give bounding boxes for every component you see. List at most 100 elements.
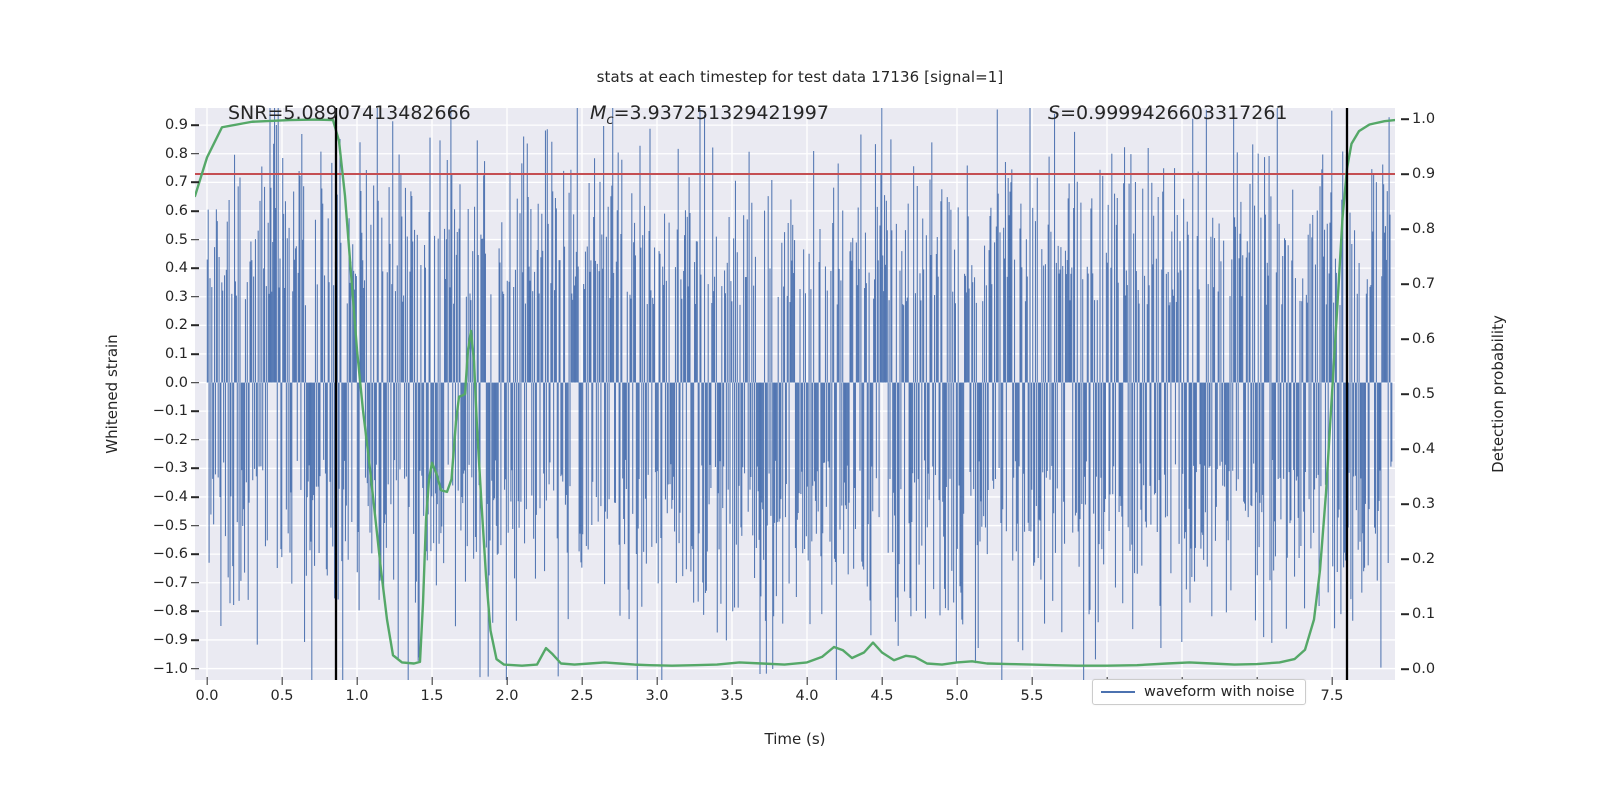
tick-mark — [1401, 173, 1409, 175]
y-tick-label-left: −0.8 — [153, 603, 199, 619]
annotation-s-value: =0.9999426603317261 — [1060, 102, 1288, 124]
tick-mark — [356, 677, 358, 685]
annotation-s-symbol: S — [1048, 102, 1061, 124]
x-tick-label: 2.0 — [495, 677, 519, 704]
tick-mark — [1401, 283, 1409, 285]
tick-mark — [581, 677, 583, 685]
tick-mark — [1401, 393, 1409, 395]
x-tick-label: 2.5 — [570, 677, 594, 704]
y-tick-label-left: 0.4 — [165, 260, 199, 276]
annotation-mc-value: =3.937251329421997 — [613, 102, 829, 124]
tick-mark — [1401, 668, 1409, 670]
y-tick-label-right: 0.5 — [1401, 386, 1435, 402]
y-tick-label-left: 0.7 — [165, 174, 199, 190]
tick-mark — [1401, 338, 1409, 340]
tick-mark — [191, 553, 199, 555]
tick-mark — [506, 677, 508, 685]
tick-mark — [191, 324, 199, 327]
x-axis-label: Time (s) — [764, 730, 826, 748]
x-tick-label: 3.0 — [645, 677, 669, 704]
tick-mark — [1401, 613, 1409, 615]
tick-mark — [881, 677, 883, 685]
plot-axes — [195, 108, 1395, 680]
annotation-mc-symbol: M — [590, 102, 607, 124]
y-tick-label-right: 0.8 — [1401, 221, 1435, 237]
y-tick-label-right: 0.0 — [1401, 661, 1435, 677]
tick-mark — [1401, 558, 1409, 560]
tick-mark — [1401, 503, 1409, 505]
tick-mark — [1401, 448, 1409, 450]
y-tick-label-left: 0.1 — [165, 346, 199, 362]
y-tick-label-left: 0.0 — [165, 375, 199, 391]
tick-mark — [1031, 677, 1033, 685]
tick-mark — [191, 124, 199, 126]
tick-mark — [206, 677, 208, 685]
y-tick-label-left: 0.8 — [165, 146, 199, 162]
tick-mark — [431, 677, 433, 685]
page-title: stats at each timestep for test data 171… — [596, 68, 1004, 86]
tick-mark — [191, 267, 199, 269]
y-tick-label-left: 0.3 — [165, 289, 199, 305]
annotation-mc-subscript: c — [606, 112, 614, 128]
tick-mark — [1401, 118, 1409, 120]
tick-mark — [191, 667, 199, 670]
series-detection-probability — [195, 118, 1395, 667]
x-tick-label: 4.5 — [870, 677, 894, 704]
tick-mark — [191, 410, 199, 412]
tick-mark — [191, 639, 199, 641]
x-tick-label: 1.5 — [420, 677, 444, 704]
tick-mark — [191, 496, 199, 498]
y-tick-label-right: 0.2 — [1401, 551, 1435, 567]
y-tick-label-left: −0.7 — [153, 575, 199, 591]
tick-mark — [191, 581, 199, 584]
y-tick-label-left: −0.3 — [153, 460, 199, 476]
y-tick-label-right: 0.4 — [1401, 441, 1435, 457]
x-tick-label: 1.0 — [345, 677, 369, 704]
legend-line-swatch — [1101, 691, 1135, 693]
y-tick-label-left: 0.5 — [165, 232, 199, 248]
y-tick-label-right: 0.3 — [1401, 496, 1435, 512]
y-tick-label-left: 0.6 — [165, 203, 199, 219]
y-tick-label-left: −0.4 — [153, 489, 199, 505]
annotation-snr: SNR=5.08907413482666 — [228, 102, 471, 124]
tick-mark — [191, 295, 199, 298]
tick-mark — [656, 677, 658, 685]
y-axis-right-label: Detection probability — [1489, 315, 1507, 473]
y-axis-left-label: Whitened strain — [103, 334, 121, 454]
x-tick-label: 0.0 — [195, 677, 219, 704]
annotation-chirp-mass: Mc=3.937251329421997 — [590, 102, 829, 128]
y-tick-label-left: −0.9 — [153, 632, 199, 648]
tick-mark — [191, 152, 199, 155]
legend[interactable]: waveform with noise — [1092, 679, 1306, 705]
tick-mark — [191, 610, 199, 613]
tick-mark — [806, 677, 808, 685]
y-tick-label-left: −0.2 — [153, 432, 199, 448]
tick-mark — [1401, 228, 1409, 230]
tick-mark — [191, 524, 199, 527]
tick-mark — [191, 181, 199, 184]
y-tick-label-left: −0.6 — [153, 546, 199, 562]
y-tick-label-right: 0.1 — [1401, 606, 1435, 622]
tick-mark — [956, 677, 958, 685]
x-tick-label: 0.5 — [270, 677, 294, 704]
tick-mark — [281, 677, 283, 685]
y-tick-label-left: 0.2 — [165, 317, 199, 333]
y-tick-label-right: 0.7 — [1401, 276, 1435, 292]
tick-mark — [191, 467, 199, 470]
x-tick-label: 5.0 — [945, 677, 969, 704]
x-tick-label: 7.5 — [1320, 677, 1344, 704]
annotation-snr-text: SNR=5.08907413482666 — [228, 102, 471, 124]
y-tick-label-right: 0.9 — [1401, 166, 1435, 182]
tick-mark — [191, 381, 199, 384]
y-tick-label-right: 0.6 — [1401, 331, 1435, 347]
annotation-significance: S=0.9999426603317261 — [1048, 102, 1288, 124]
legend-label-waveform: waveform with noise — [1144, 684, 1295, 700]
tick-mark — [731, 677, 733, 685]
y-tick-label-left: 0.9 — [165, 117, 199, 133]
tick-mark — [191, 353, 199, 355]
x-tick-label: 5.5 — [1020, 677, 1044, 704]
y-tick-label-right: 1.0 — [1401, 111, 1435, 127]
y-tick-label-left: −1.0 — [153, 661, 199, 677]
plot-canvas — [195, 108, 1395, 680]
